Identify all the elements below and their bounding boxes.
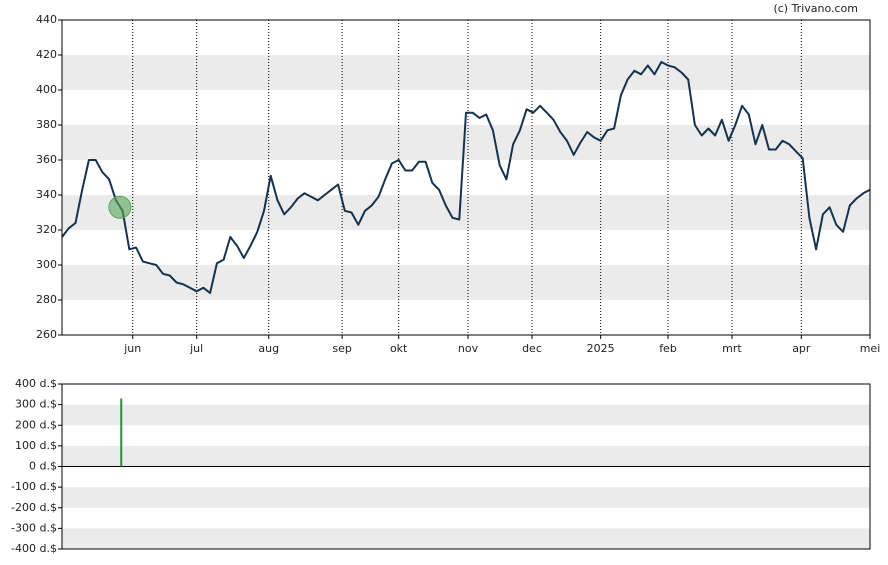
y-tick-label: 420 [36,48,57,61]
x-tick-label: jul [189,342,203,355]
y-tick-label: -300 d.$ [11,521,57,534]
price-line [61,61,871,294]
y-tick-label: 200 d.$ [15,418,57,431]
x-tick-label: jun [123,342,141,355]
y-tick-label: 100 d.$ [15,439,57,452]
bar [120,398,123,467]
x-tick-label: feb [659,342,677,355]
grid-band [62,265,870,300]
x-tick-label: dec [522,342,542,355]
grid-band [62,528,870,549]
y-tick-label: -100 d.$ [11,480,57,493]
y-tick-label: 320 [36,223,57,236]
y-tick-label: -200 d.$ [11,501,57,514]
plot-frame [61,19,871,336]
x-tick-label: nov [458,342,479,355]
x-tick-label: apr [792,342,811,355]
x-tick-label: okt [390,342,408,355]
grid-band [62,487,870,508]
x-tick-label: mrt [722,342,742,355]
plot-frame [61,383,871,550]
x-tick-label: sep [332,342,351,355]
y-tick-label: 380 [36,118,57,131]
y-tick-label: 400 d.$ [15,377,57,390]
grid-band [62,404,870,426]
x-tick-label: 2025 [587,342,615,355]
grid-band [62,445,870,467]
x-tick-label: mei [860,342,881,355]
y-tick-label: 300 d.$ [15,398,57,411]
y-tick-label: 340 [36,188,57,201]
y-tick-label: 400 [36,83,57,96]
y-tick-label: 260 [36,328,57,341]
y-tick-label: 300 [36,258,57,271]
event-marker [108,195,132,219]
x-tick-label: aug [258,342,279,355]
credit: (c) Trivano.com [773,2,858,15]
grid-band [62,195,870,230]
grid-band [62,125,870,160]
grid-band [62,55,870,90]
y-tick-label: -400 d.$ [11,542,57,555]
y-tick-label: 440 [36,13,57,26]
y-tick-label: 280 [36,293,57,306]
y-tick-label: 360 [36,153,57,166]
y-tick-label: 0 d.$ [29,460,57,473]
